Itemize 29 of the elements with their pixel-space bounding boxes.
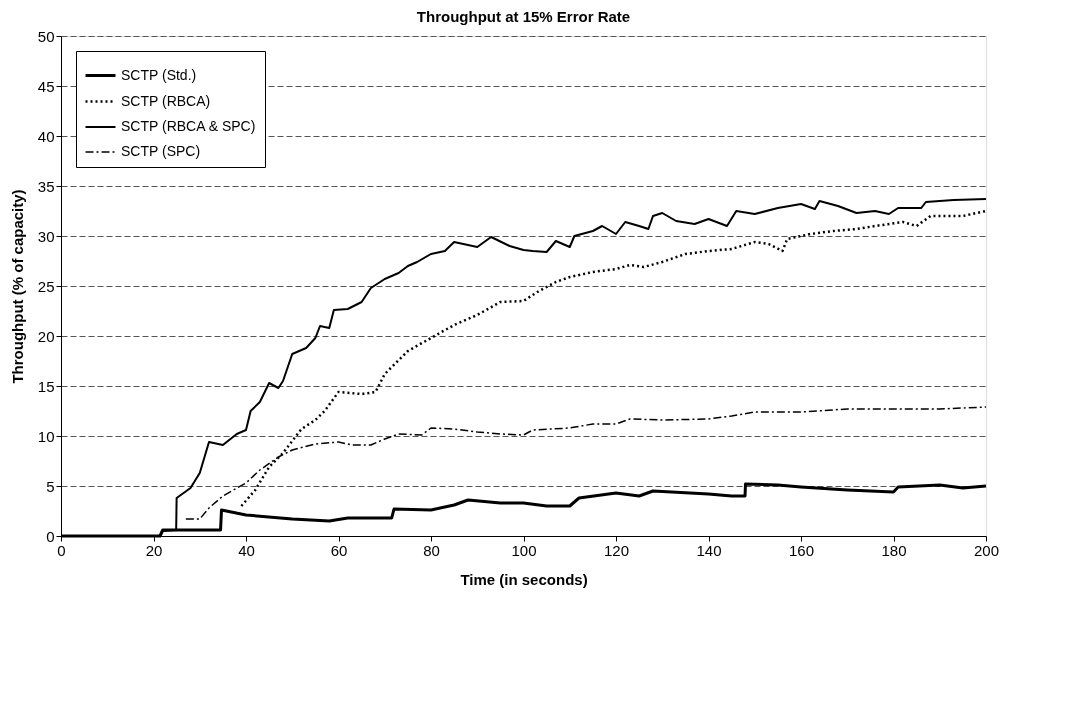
x-axis-title: Time (in seconds) [460, 570, 588, 588]
y-tick-label: 30 [37, 227, 55, 245]
legend-label: SCTP (Std.) [121, 66, 197, 83]
y-tick-label: 20 [37, 327, 55, 345]
x-tick-label: 120 [603, 541, 630, 559]
x-tick-label: 0 [57, 541, 66, 559]
legend-label: SCTP (RBCA & SPC) [121, 118, 256, 134]
x-tick-label: 100 [511, 541, 537, 559]
legend-label: SCTP (SPC) [121, 143, 201, 159]
x-tick-label: 20 [145, 541, 163, 559]
x-tick-label: 60 [330, 541, 348, 559]
x-tick-label: 40 [238, 541, 255, 559]
y-tick-label: 50 [37, 27, 55, 45]
x-tick-label: 140 [696, 541, 722, 559]
x-tick-label: 80 [423, 541, 440, 559]
y-tick-label: 15 [37, 377, 55, 395]
y-tick-label: 40 [37, 127, 55, 145]
x-tick-label: 180 [881, 541, 907, 559]
chart-title: Throughput at 15% Error Rate [416, 8, 631, 25]
y-tick-label: 0 [46, 527, 55, 545]
y-tick-label: 10 [37, 427, 55, 445]
y-tick-label: 25 [37, 277, 55, 295]
x-tick-label: 200 [973, 541, 1000, 559]
y-tick-label: 5 [46, 477, 55, 495]
legend-label: SCTP (RBCA) [121, 92, 211, 109]
x-tick-label: 160 [788, 541, 815, 559]
y-axis-title: Throughput (% of capacity) [8, 189, 26, 384]
y-tick-label: 45 [37, 77, 55, 95]
y-tick-label: 35 [37, 177, 55, 195]
